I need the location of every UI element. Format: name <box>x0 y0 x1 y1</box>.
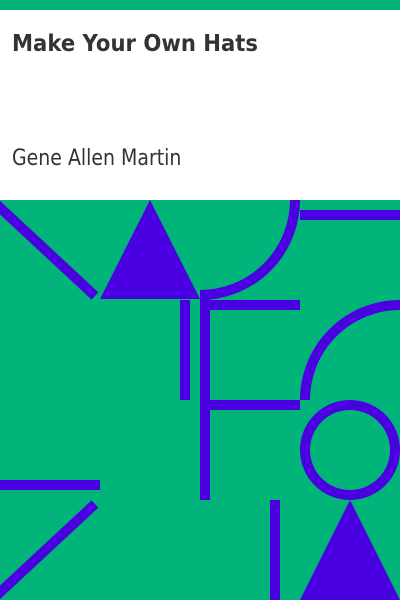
arc-top-right <box>199 200 300 300</box>
diagonal-line-top-left <box>0 200 99 300</box>
triangle-bottom-right <box>300 500 400 600</box>
cover-artwork <box>0 200 400 600</box>
arc-right-middle <box>300 300 400 401</box>
artwork-svg <box>0 200 400 600</box>
book-author: Gene Allen Martin <box>12 146 182 171</box>
book-title: Make Your Own Hats <box>12 31 259 57</box>
circle-outline <box>300 400 400 500</box>
diagonal-line-bottom-left <box>0 500 99 600</box>
title-area: Make Your Own Hats Gene Allen Martin <box>0 10 400 200</box>
top-accent-bar <box>0 0 400 10</box>
triangle-top <box>100 200 200 299</box>
